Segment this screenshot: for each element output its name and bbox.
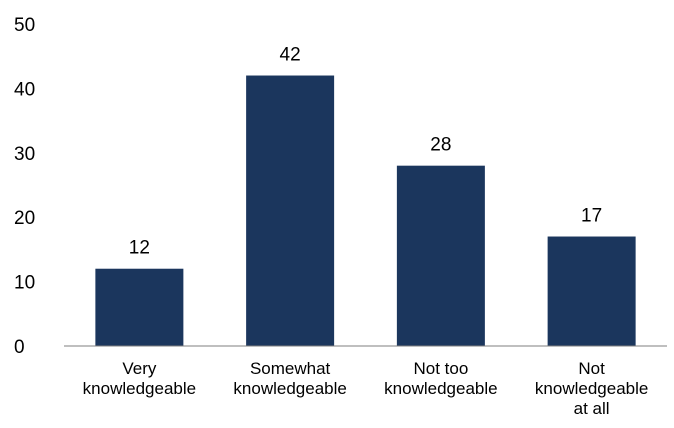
y-tick-label: 50 <box>14 15 35 36</box>
y-tick-label: 20 <box>14 208 35 229</box>
y-tick-label: 10 <box>14 273 35 294</box>
category-label-line: Very <box>122 359 157 378</box>
category-label-line: Somewhat <box>250 359 331 378</box>
category-label: Not too knowledgeable <box>384 359 497 398</box>
bar <box>547 236 636 346</box>
data-labels: 12 42 28 17 <box>129 45 602 259</box>
bars <box>95 75 636 347</box>
category-label-line: Not too <box>413 359 468 378</box>
bar <box>246 75 335 347</box>
category-label: Somewhat knowledgeable <box>233 359 346 398</box>
category-label-line: knowledgeable <box>233 379 346 398</box>
category-label-line: Not <box>578 359 605 378</box>
category-label: Very knowledgeable <box>83 359 196 398</box>
bar <box>396 165 485 346</box>
category-label-line: knowledgeable <box>384 379 497 398</box>
y-tick-label: 0 <box>14 337 25 358</box>
bar-value-label: 28 <box>430 135 451 156</box>
category-label-line: knowledgeable <box>83 379 196 398</box>
category-label: Not knowledgeable at all <box>535 359 648 418</box>
y-axis-ticks: 0 10 20 30 40 50 <box>14 15 35 358</box>
bar-value-label: 12 <box>129 238 150 259</box>
category-label-line: at all <box>574 399 610 418</box>
bar-value-label: 17 <box>581 206 602 227</box>
bar <box>95 268 184 346</box>
category-label-line: knowledgeable <box>535 379 648 398</box>
y-tick-label: 30 <box>14 144 35 165</box>
y-tick-label: 40 <box>14 79 35 100</box>
bar-value-label: 42 <box>280 45 301 66</box>
